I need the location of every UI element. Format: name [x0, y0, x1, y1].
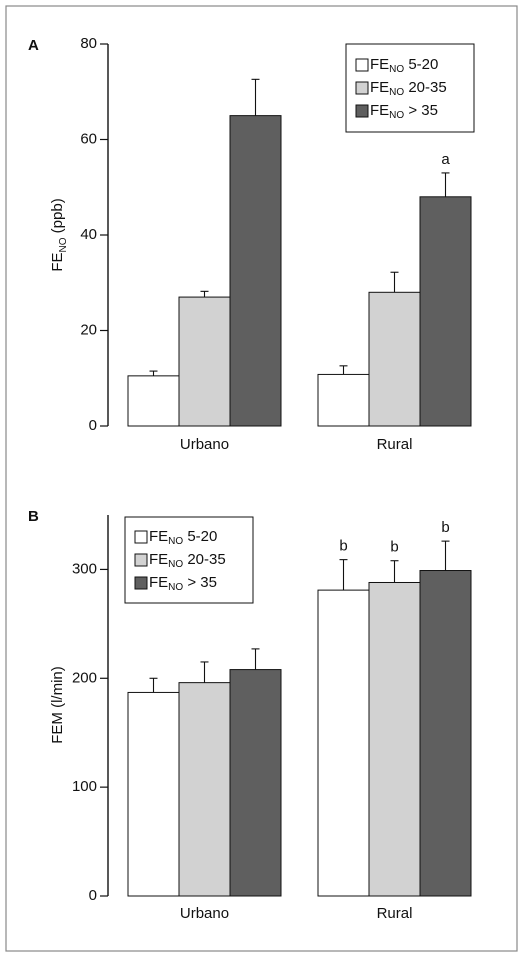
bar-annotation-text: b [339, 538, 347, 555]
legend-label-range: 5-20 [404, 56, 438, 73]
bar-annotation: a [441, 151, 450, 168]
legend-swatch [134, 553, 148, 567]
legend-label-range: 20-35 [183, 551, 226, 568]
legend-label-range: > 35 [183, 574, 217, 591]
y-tick-label: 100 [72, 778, 97, 795]
legend-label-range: 20-35 [404, 79, 447, 96]
y-tick-label: 300 [72, 560, 97, 577]
legend-label: FENO 20-35 [370, 79, 447, 98]
legend-label-subscript: NO [168, 536, 183, 547]
panel-letter: B [28, 508, 39, 525]
bar [178, 296, 231, 427]
y-tick-label: 40 [80, 226, 97, 243]
bar [368, 581, 421, 897]
bar-annotation-text: a [441, 151, 450, 168]
bar-annotation: b [441, 519, 449, 536]
legend-label-main: FE [370, 79, 389, 96]
panel-letter-text: A [28, 37, 39, 54]
category-label: Rural [377, 905, 413, 922]
bar [317, 373, 370, 427]
y-axis-label-unit: (ppb) [49, 198, 66, 237]
category-label-text: Rural [377, 905, 413, 922]
legend-label: FENO > 35 [149, 574, 217, 593]
legend-label: FENO 5-20 [149, 528, 217, 547]
y-axis-label-subscript: NO [58, 237, 69, 252]
y-tick-value: 100 [72, 778, 97, 795]
legend-label: FENO 5-20 [370, 56, 438, 75]
y-axis-label-main: FE [49, 253, 66, 272]
bar-annotation-text: b [390, 539, 398, 556]
legend-label: FENO > 35 [370, 102, 438, 121]
legend-label-range: > 35 [404, 102, 438, 119]
bar [229, 669, 282, 897]
category-label-text: Rural [377, 436, 413, 453]
legend-label-range: 5-20 [183, 528, 217, 545]
y-tick-value: 20 [80, 321, 97, 338]
bar [317, 589, 370, 897]
bar [178, 682, 231, 897]
legend-swatch [355, 58, 369, 72]
y-tick-label: 0 [89, 417, 97, 434]
bar-annotation: b [390, 539, 398, 556]
panel-letter: A [28, 37, 39, 54]
category-label: Rural [377, 436, 413, 453]
y-tick-value: 60 [80, 130, 97, 147]
y-tick-value: 40 [80, 226, 97, 243]
category-label: Urbano [180, 905, 229, 922]
y-axis-label-main: FEM (l/min) [49, 666, 66, 744]
panel-letter-text: B [28, 508, 39, 525]
category-label: Urbano [180, 436, 229, 453]
bar [419, 570, 472, 897]
y-axis-label: FENO (ppb) [49, 198, 69, 271]
y-tick-label: 0 [89, 887, 97, 904]
y-tick-label: 60 [80, 130, 97, 147]
bar [229, 115, 282, 427]
bar [127, 691, 180, 897]
y-tick-value: 200 [72, 669, 97, 686]
legend-swatch [134, 530, 148, 544]
legend-label-subscript: NO [389, 87, 404, 98]
bar-annotation-text: b [441, 519, 449, 536]
legend-label-main: FE [370, 102, 389, 119]
legend-label-main: FE [149, 574, 168, 591]
bar [127, 375, 180, 427]
bar [419, 196, 472, 427]
legend-label-main: FE [370, 56, 389, 73]
y-tick-value: 300 [72, 560, 97, 577]
legend-label-subscript: NO [389, 64, 404, 75]
legend-swatch [134, 576, 148, 590]
y-tick-label: 20 [80, 321, 97, 338]
legend-label-subscript: NO [389, 110, 404, 121]
y-tick-value: 0 [89, 887, 97, 904]
legend-label-main: FE [149, 528, 168, 545]
legend-label-subscript: NO [168, 582, 183, 593]
figure-frame [5, 5, 518, 952]
y-tick-value: 0 [89, 417, 97, 434]
category-label-text: Urbano [180, 436, 229, 453]
category-label-text: Urbano [180, 905, 229, 922]
bar-annotation: b [339, 538, 347, 555]
legend-swatch [355, 104, 369, 118]
bar [368, 291, 421, 427]
y-tick-value: 80 [80, 35, 97, 52]
legend-label-subscript: NO [168, 559, 183, 570]
y-tick-label: 200 [72, 669, 97, 686]
y-axis-label: FEM (l/min) [49, 666, 66, 744]
y-tick-label: 80 [80, 35, 97, 52]
legend-label-main: FE [149, 551, 168, 568]
legend-label: FENO 20-35 [149, 551, 226, 570]
legend-swatch [355, 81, 369, 95]
